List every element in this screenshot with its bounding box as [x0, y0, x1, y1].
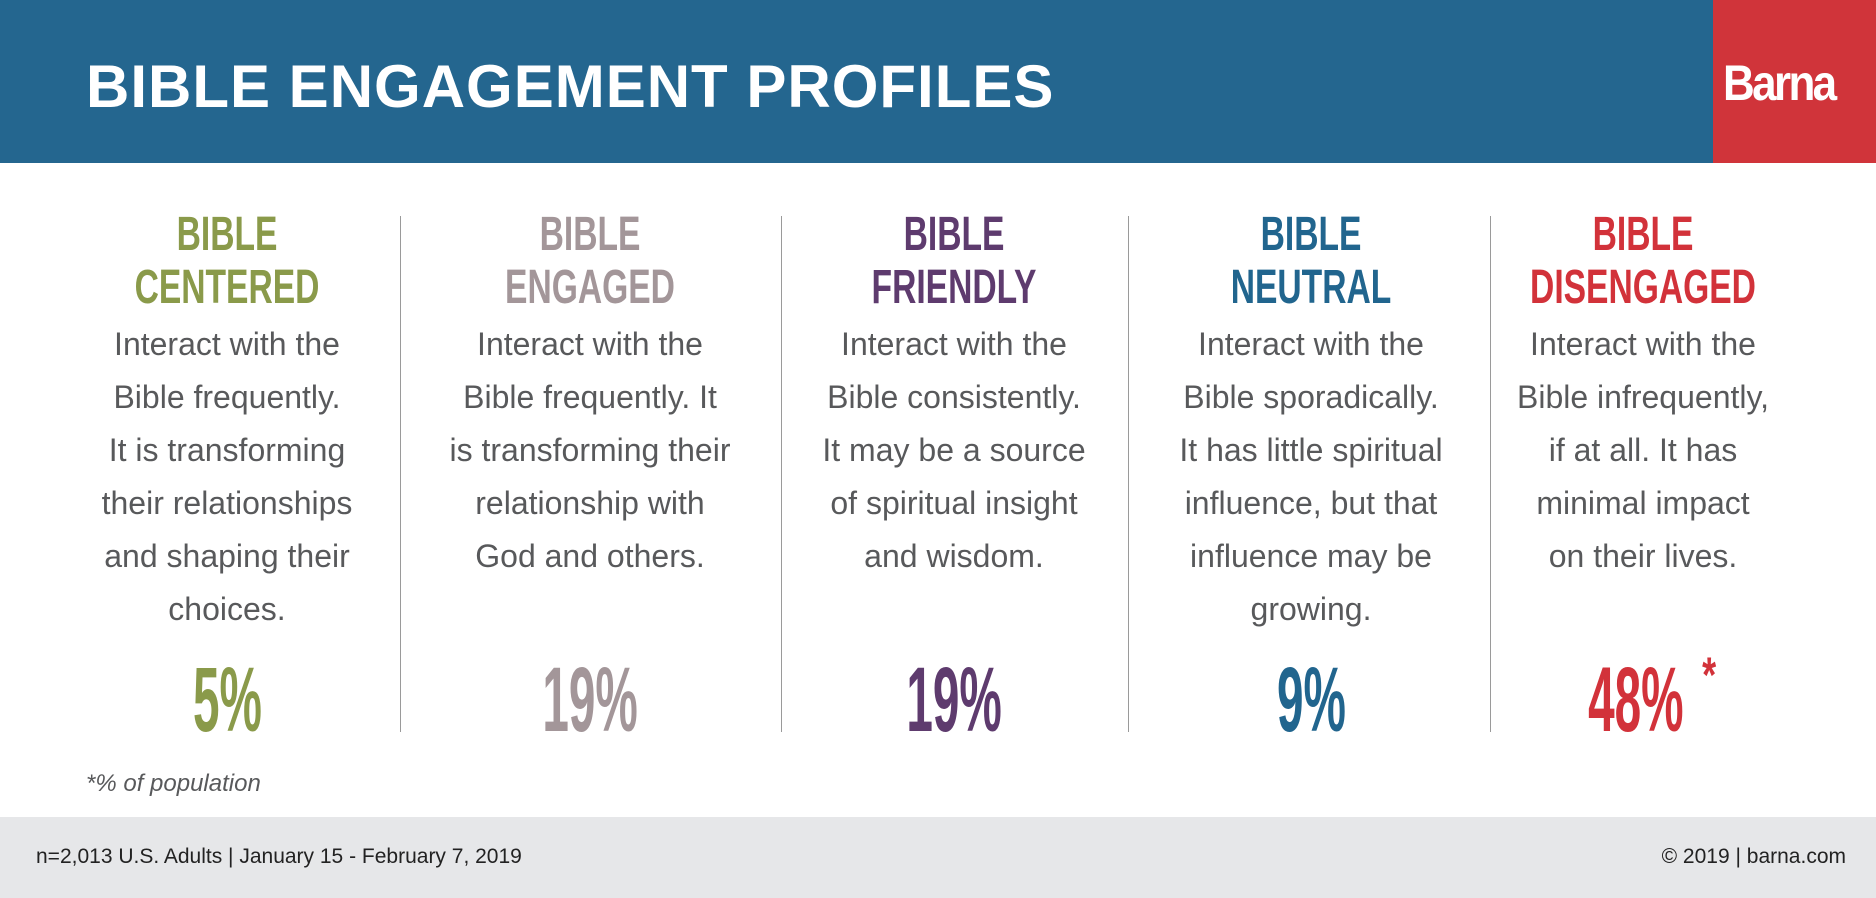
profile-percent: 5%	[47, 650, 407, 750]
description-line: Interact with the	[1198, 326, 1424, 362]
description-line: and shaping their	[104, 538, 350, 574]
barna-logo: Barna	[1713, 0, 1876, 163]
profile-percent: 19%	[774, 650, 1134, 750]
description-line: relationship with	[475, 485, 705, 521]
description-line: Interact with the	[477, 326, 703, 362]
profile-title-line1: BIBLE	[176, 208, 278, 261]
percent-value: 5%	[192, 649, 262, 751]
profile-title-line2: NEUTRAL	[1230, 261, 1392, 314]
copyright: © 2019 | barna.com	[1661, 845, 1846, 868]
asterisk-mark: *	[1702, 647, 1717, 703]
description-line: It has little spiritual	[1179, 432, 1443, 468]
description-line: Bible consistently.	[827, 379, 1081, 415]
description-line: Bible sporadically.	[1183, 379, 1439, 415]
profile-title-line2: CENTERED	[134, 261, 320, 314]
profile-percent: 9%	[1131, 650, 1491, 750]
profile-column: BIBLE CENTERED Interact with the Bible freq…	[47, 208, 407, 636]
profile-title-line1: BIBLE	[903, 208, 1005, 261]
description-line: if at all. It has	[1548, 432, 1738, 468]
profile-description: Interact with the Bible sporadically. It h…	[1131, 318, 1491, 636]
percent-value: 48%	[1588, 649, 1684, 751]
profile-title-line2: DISENGAGED	[1530, 261, 1756, 314]
profile-column: BIBLE FRIENDLY Interact with the Bible cons…	[774, 208, 1134, 583]
description-line: of spiritual insight	[830, 485, 1078, 521]
description-line: Interact with the	[1530, 326, 1756, 362]
profile-column: BIBLE ENGAGED Interact with the Bible frequ…	[410, 208, 770, 583]
profile-title-line1: BIBLE	[1592, 208, 1694, 261]
description-line: influence, but that	[1184, 485, 1438, 521]
description-line: Bible frequently. It	[463, 379, 717, 415]
profile-title-line2: ENGAGED	[505, 261, 675, 314]
column-divider	[781, 216, 782, 732]
logo-text: Barna	[1723, 55, 1837, 111]
profile-description: Interact with the Bible frequently. It is …	[410, 318, 770, 583]
description-line: on their lives.	[1548, 538, 1738, 574]
column-divider	[1128, 216, 1129, 732]
profile-title-line1: BIBLE	[539, 208, 641, 261]
profile-description: Interact with the Bible consistently. It m…	[774, 318, 1134, 583]
header-banner: BIBLE ENGAGEMENT PROFILES	[0, 0, 1713, 163]
description-line: Bible infrequently,	[1517, 379, 1769, 415]
description-line: is transforming their	[449, 432, 731, 468]
percent-value: 9%	[1276, 649, 1346, 751]
description-line: Interact with the	[114, 326, 340, 362]
footnote: *% of population	[86, 770, 261, 797]
profile-description: Interact with the Bible frequently. It is …	[47, 318, 407, 636]
profile-title-line2: FRIENDLY	[871, 261, 1037, 314]
profile-percent: 48% *	[1463, 650, 1823, 750]
profile-title-line1: BIBLE	[1260, 208, 1362, 261]
description-line: choices.	[168, 591, 286, 627]
sample-info: n=2,013 U.S. Adults | January 15 - Febru…	[36, 845, 522, 868]
description-line: It is transforming	[108, 432, 346, 468]
profile-column: BIBLE DISENGAGED Interact with the Bible in…	[1463, 208, 1823, 583]
footer-bar: n=2,013 U.S. Adults | January 15 - Febru…	[0, 817, 1876, 898]
description-line: Bible frequently.	[113, 379, 341, 415]
description-line: their relationships	[101, 485, 353, 521]
description-line: Interact with the	[841, 326, 1067, 362]
description-line: God and others.	[475, 538, 705, 574]
column-divider	[400, 216, 401, 732]
description-line: and wisdom.	[864, 538, 1044, 574]
description-line: It may be a source	[822, 432, 1086, 468]
description-line: growing.	[1250, 591, 1372, 627]
page-title: BIBLE ENGAGEMENT PROFILES	[86, 53, 1055, 120]
profile-description: Interact with the Bible infrequently, if a…	[1463, 318, 1823, 583]
profile-percent: 19%	[410, 650, 770, 750]
percent-value: 19%	[906, 649, 1002, 751]
description-line: influence may be	[1190, 538, 1432, 574]
description-line: minimal impact	[1536, 485, 1750, 521]
percent-value: 19%	[542, 649, 638, 751]
column-divider	[1490, 216, 1491, 732]
profile-column: BIBLE NEUTRAL Interact with the Bible spora…	[1131, 208, 1491, 636]
